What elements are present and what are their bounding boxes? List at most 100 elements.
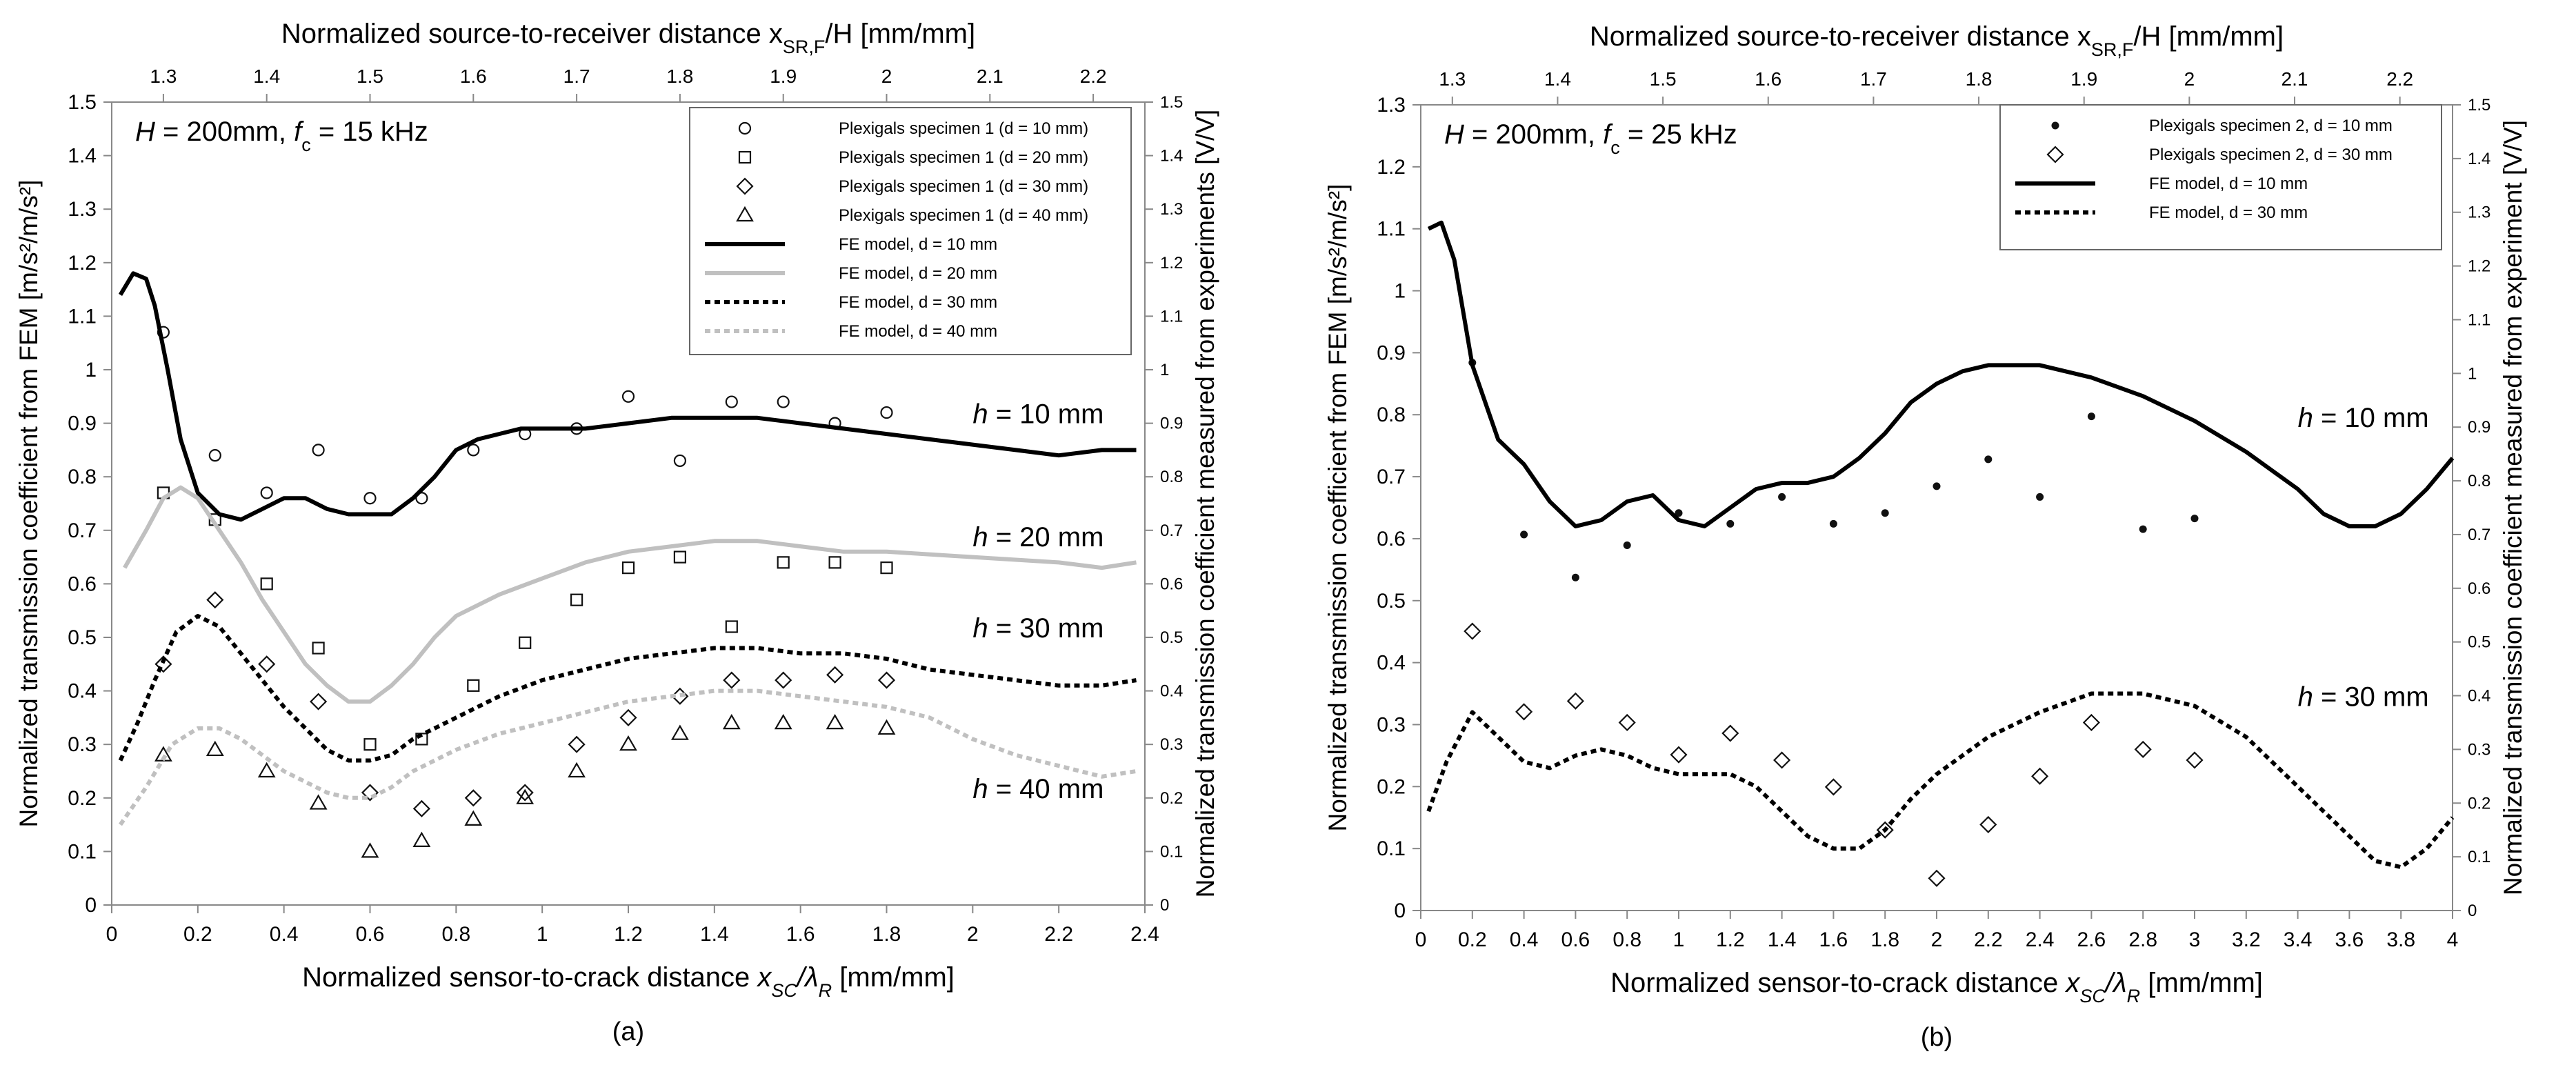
y-tick-label-right: 1.5 [2468,96,2490,115]
y-tick-label-left: 0.6 [1377,528,1406,550]
curve-label-part: = 10 mm [988,399,1104,430]
data-point [1571,573,1579,581]
series-3 [1426,691,2455,870]
x-tick-label: 1.2 [614,923,643,946]
x-tick-label: 0.8 [441,923,470,946]
top-axis-title: Normalized source-to-receiver distance x… [281,19,975,57]
y-tick-label-right: 0.3 [2468,740,2490,759]
x-axis-title-part: Normalized sensor-to-crack distance [302,962,757,993]
x-tick-label: 0.6 [356,923,385,946]
curve-label-part: h [2298,682,2313,713]
data-point [621,390,635,403]
x-tick-label: 1.6 [1819,928,1848,951]
x-axis-title-part: x [2064,968,2081,998]
top-tick-label: 1.4 [253,66,280,87]
top-axis-title-part: /H [mm/mm] [2133,21,2284,52]
data-point [877,719,896,735]
series-line [1426,691,2455,870]
x-tick-label: 0 [1415,928,1427,951]
curve-label-part: = 30 mm [988,613,1104,644]
y-tick-label-right: 0.3 [1160,735,1183,754]
y-tick-label-right: 0.1 [2468,848,2490,866]
data-point [2134,740,2152,758]
top-tick-label: 1.5 [1650,68,1677,90]
data-point [2139,525,2147,533]
panel-label: (a) [612,1017,644,1046]
data-point [312,642,325,655]
annotation-label-part: c [301,135,311,155]
x-tick-label: 3.4 [2284,928,2313,951]
chart-panel-b: 0 0.2 0.4 0.6 0.8 1 1.2 1.4 1.6 1.8 2 2.2 2.4 2.6 2.8 3… [1324,21,2527,1052]
data-point [568,735,586,753]
series-line [118,614,1137,763]
legend-marker-swatch [738,121,752,135]
top-tick-label: 1.9 [770,66,797,87]
x-tick-label: 3.2 [2232,928,2261,951]
y-tick-label-left: 0.9 [68,412,97,435]
data-point [361,842,379,858]
y-tick-label-right: 0.5 [2468,633,2490,652]
x-tick-label: 0.2 [1458,928,1487,951]
y-tick-label-left: 0.7 [68,519,97,542]
data-point [826,713,844,730]
x-axis-title: Normalized sensor-to-crack distance xSC/… [302,962,955,1001]
y-tick-label-right: 0.9 [2468,418,2490,437]
data-point [775,671,792,689]
top-axis-title-part: Normalized source-to-receiver distance x [1590,21,2091,52]
y-tick-label-right: 1.2 [1160,254,1183,272]
legend-label: Plexigals specimen 1 (d = 20 mm) [839,148,1088,167]
data-point [1829,519,1837,528]
x-tick-label: 0.4 [1510,928,1539,951]
x-tick-label: 0.6 [1561,928,1590,951]
y-tick-label-right: 1.3 [1160,200,1183,219]
y-tick-label-right: 1.1 [2468,310,2490,329]
curve-label-part: = 10 mm [2313,403,2429,433]
y-tick-label-right: 1.3 [2468,203,2490,222]
data-point [826,666,844,684]
x-tick-label: 1 [1673,928,1685,951]
data-point [2036,493,2044,501]
y-tick-label-left: 0.3 [68,733,97,756]
x-tick-label: 1.4 [1768,928,1797,951]
y-tick-label-right: 1.4 [1160,147,1183,166]
x-tick-label: 2 [1931,928,1943,951]
series-3 [154,713,896,858]
series-line [1427,220,2455,528]
x-axis-title-part: x [756,962,772,993]
data-point [722,713,741,730]
data-point [208,449,221,462]
data-point [467,679,480,692]
y-tick-label-left: 0.6 [68,573,97,595]
x-tick-label: 0.4 [270,923,299,946]
top-axis-title-part: SR,F [2091,39,2134,60]
y-tick-label-left: 1.1 [68,305,97,328]
data-point [1778,493,1786,501]
y-tick-label-right: 1.2 [2468,257,2490,276]
y-tick-label-left: 0.5 [1377,590,1406,613]
data-point [464,810,483,826]
x-axis-title-part: R [819,980,832,1001]
y-tick-label-left: 1.3 [1377,94,1406,117]
y-tick-label-right: 0.6 [2468,579,2490,598]
data-point [412,831,431,847]
data-point [1726,519,1735,528]
legend-label: Plexigals specimen 1 (d = 40 mm) [839,206,1088,225]
top-tick-label: 1.8 [1966,68,1993,90]
y-tick-label-left: 1.3 [68,198,97,221]
top-tick-label: 1.6 [460,66,487,87]
curve-label: h = 10 mm [2298,403,2429,433]
series-1 [1464,622,2204,887]
data-point [1515,703,1533,721]
y-tick-label-left: 0.1 [1377,837,1406,860]
data-point [2190,515,2199,523]
x-tick-label: 2.8 [2128,928,2157,951]
series-2 [1427,220,2455,528]
top-axis-title-part: /H [mm/mm] [825,19,975,49]
data-point [2087,412,2095,421]
annotation-label-part: = 200mm, [1464,119,1603,150]
series-line [123,485,1137,704]
data-point [361,784,379,802]
data-point [415,733,428,746]
y-tick-label-right: 0.2 [1160,789,1183,808]
data-point [1824,778,1842,796]
